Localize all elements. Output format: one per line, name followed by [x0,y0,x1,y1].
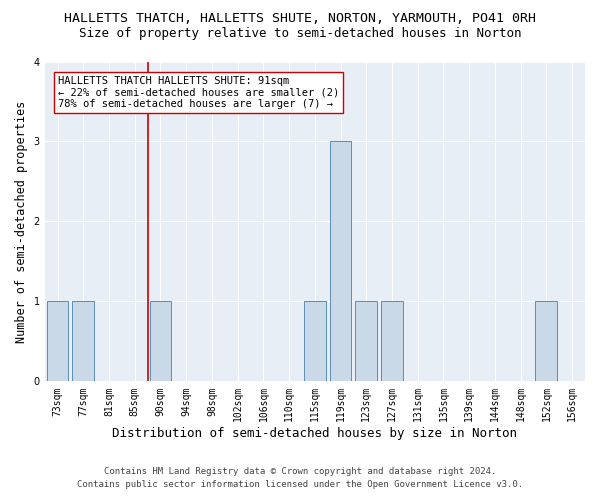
Bar [47,302,68,382]
Bar [535,302,557,382]
Bar [73,302,94,382]
Text: Contains public sector information licensed under the Open Government Licence v3: Contains public sector information licen… [77,480,523,489]
Bar [304,302,326,382]
Bar [329,142,352,382]
Text: Contains HM Land Registry data © Crown copyright and database right 2024.: Contains HM Land Registry data © Crown c… [104,467,496,476]
Text: Size of property relative to semi-detached houses in Norton: Size of property relative to semi-detach… [79,28,521,40]
X-axis label: Distribution of semi-detached houses by size in Norton: Distribution of semi-detached houses by … [112,427,517,440]
Bar [381,302,403,382]
Text: HALLETTS THATCH HALLETTS SHUTE: 91sqm
← 22% of semi-detached houses are smaller : HALLETTS THATCH HALLETTS SHUTE: 91sqm ← … [58,76,339,109]
Text: HALLETTS THATCH, HALLETTS SHUTE, NORTON, YARMOUTH, PO41 0RH: HALLETTS THATCH, HALLETTS SHUTE, NORTON,… [64,12,536,26]
Bar [355,302,377,382]
Y-axis label: Number of semi-detached properties: Number of semi-detached properties [15,100,28,342]
Bar [149,302,172,382]
